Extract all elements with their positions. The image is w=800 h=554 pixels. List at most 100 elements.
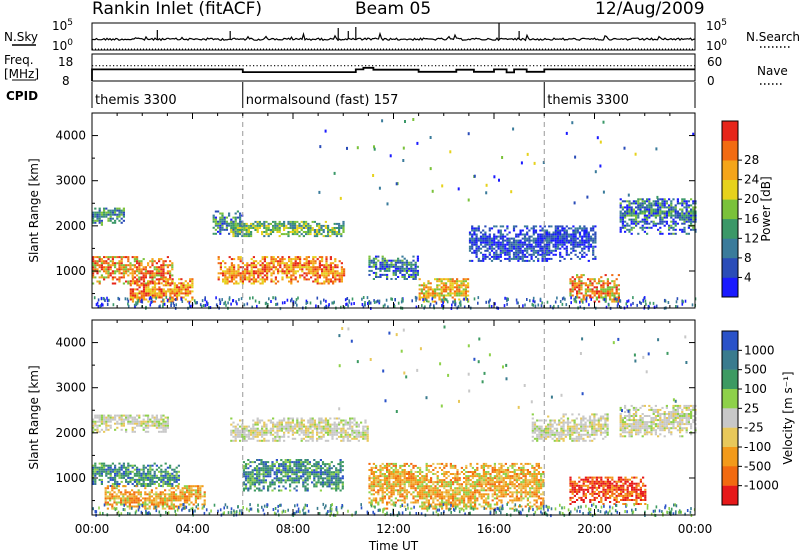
power-cell (298, 227, 301, 229)
power-cell (166, 270, 169, 273)
power-cell (268, 270, 271, 273)
velocity-cell (138, 422, 141, 425)
power-cell (147, 294, 150, 297)
power-cell (276, 231, 279, 233)
velocity-cell (247, 477, 250, 480)
power-cell (683, 198, 686, 201)
power-cell (548, 237, 551, 240)
velocity-cell (98, 414, 101, 417)
velocity-cell (168, 497, 171, 500)
power-cell (217, 278, 220, 281)
power-cell (482, 257, 485, 260)
power-cell (133, 266, 136, 269)
velocity-cell (324, 425, 327, 428)
power-cell (285, 274, 288, 277)
power-cell (626, 206, 629, 209)
power-cell (493, 251, 496, 254)
power-cell (303, 262, 306, 265)
power-cell (543, 233, 546, 236)
power-cell (517, 251, 520, 254)
velocity-cell (144, 503, 147, 506)
power-cell (652, 220, 655, 223)
power-cell (510, 245, 513, 248)
velocity-cell (96, 416, 99, 419)
velocity-cell (197, 485, 200, 488)
power-cell (250, 231, 253, 233)
power-cell (305, 264, 308, 267)
power-cell (111, 258, 114, 261)
velocity-cell (142, 420, 145, 423)
power-cell (611, 288, 614, 291)
velocity-cell (125, 414, 128, 417)
velocity-cell (232, 439, 235, 442)
power-cell (145, 298, 148, 301)
power-cell (679, 212, 682, 215)
power-cell (587, 233, 590, 236)
velocity-cell (160, 418, 163, 421)
velocity-cell (263, 431, 266, 434)
velocity-cell (249, 487, 252, 490)
velocity-cell (147, 474, 150, 477)
velocity-cell (147, 472, 150, 475)
power-cell (236, 228, 239, 231)
power-cell (681, 212, 684, 215)
power-noise-cell (421, 304, 423, 308)
power-cell (377, 267, 380, 270)
power-noise-cell (240, 297, 243, 301)
power-cell (257, 280, 260, 283)
velocity-cell (100, 462, 103, 465)
power-cell (263, 258, 266, 261)
power-cell (263, 280, 266, 283)
power-cell (325, 260, 328, 263)
power-cell (239, 222, 242, 225)
power-cell (178, 294, 181, 297)
velocity-cell (353, 437, 356, 440)
power-cell (626, 224, 629, 227)
power-cell (303, 278, 306, 281)
power-cell (127, 282, 130, 285)
velocity-cell (234, 429, 237, 432)
power-cell (269, 229, 272, 231)
velocity-cell (116, 483, 119, 485)
power-cell (410, 269, 413, 272)
power-cell (613, 284, 616, 287)
power-cell (325, 258, 328, 261)
power-cell (164, 278, 168, 281)
velocity-cell (355, 421, 358, 424)
velocity-cell (291, 421, 294, 424)
power-cell (585, 229, 588, 232)
power-cell (685, 212, 688, 215)
power-cell (471, 243, 474, 246)
velocity-cell (144, 497, 147, 500)
power-cell (225, 226, 228, 229)
power-cell (94, 260, 97, 263)
power-cell (233, 266, 236, 269)
power-cell (663, 204, 666, 207)
velocity-cell (333, 425, 336, 428)
power-cell (285, 276, 288, 279)
power-cell (153, 300, 157, 303)
power-cell (506, 225, 509, 228)
power-cell (138, 266, 141, 269)
power-cell (175, 288, 179, 291)
power-cell (246, 270, 249, 273)
power-cell (442, 288, 445, 291)
power-cell (486, 243, 489, 246)
velocity-cell (244, 479, 248, 482)
velocity-cell (100, 466, 103, 469)
power-cell (561, 229, 564, 232)
power-cell (681, 216, 684, 219)
power-noise-cell (397, 301, 400, 305)
velocity-cell (309, 437, 312, 440)
power-cell (116, 270, 119, 273)
power-noise-cell (102, 303, 104, 307)
power-cell (305, 258, 308, 261)
velocity-cell (148, 493, 151, 496)
power-cell (281, 256, 284, 259)
power-cell (639, 198, 642, 201)
power-noise-cell (353, 302, 355, 305)
velocity-cell (116, 420, 119, 423)
power-cell (329, 272, 332, 275)
power-cell (572, 233, 575, 236)
power-cell (628, 208, 631, 211)
